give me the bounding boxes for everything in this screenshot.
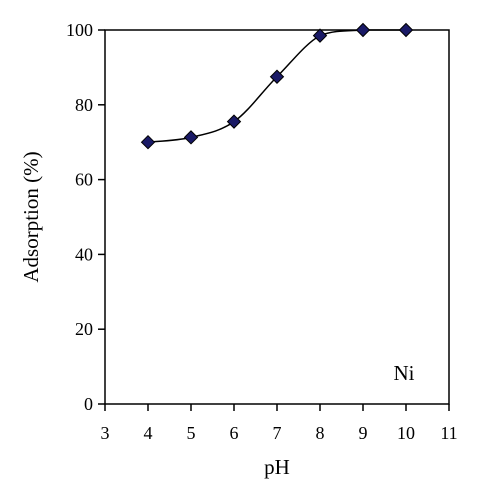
- data-point: [269, 69, 285, 84]
- data-point: [398, 22, 414, 38]
- y-tick-label: 20: [75, 319, 93, 339]
- x-tick-label: 5: [187, 423, 196, 443]
- x-tick-label: 10: [397, 423, 415, 443]
- data-point: [183, 130, 199, 145]
- x-tick-label: 9: [359, 423, 368, 443]
- y-axis-title: Adsorption (%): [19, 151, 43, 282]
- series-curve: [147, 29, 406, 143]
- annotation-ni: Ni: [394, 361, 415, 385]
- x-tick-label: 4: [144, 423, 153, 443]
- y-tick-label: 80: [75, 95, 93, 115]
- data-point: [226, 114, 242, 129]
- data-point: [312, 28, 328, 43]
- plot-frame: [104, 29, 450, 405]
- x-tick-label: 11: [440, 423, 457, 443]
- y-tick-label: 0: [84, 394, 93, 414]
- data-point: [140, 134, 156, 150]
- y-tick-label: 100: [66, 20, 93, 40]
- x-tick-label: 6: [230, 423, 239, 443]
- data-point: [355, 22, 371, 38]
- y-tick-label: 40: [75, 244, 93, 264]
- x-tick-label: 3: [101, 423, 110, 443]
- x-tick-label: 7: [273, 423, 282, 443]
- x-axis-title: pH: [264, 455, 290, 479]
- x-tick-label: 8: [316, 423, 325, 443]
- y-tick-label: 60: [75, 170, 93, 190]
